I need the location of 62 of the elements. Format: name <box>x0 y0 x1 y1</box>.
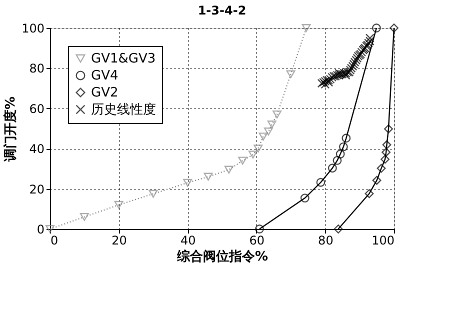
y-tick-label: 60 <box>29 102 44 116</box>
point <box>46 225 54 233</box>
point <box>332 156 342 165</box>
point <box>258 132 268 140</box>
point <box>346 64 356 73</box>
x-tick-label: 80 <box>318 234 334 248</box>
point <box>80 212 89 221</box>
point <box>365 34 374 43</box>
point <box>372 24 381 32</box>
point <box>384 124 393 134</box>
y-axis-title: 调门开度% <box>2 96 19 163</box>
point <box>264 128 273 136</box>
point <box>382 140 392 150</box>
point <box>238 156 248 165</box>
point <box>364 189 374 198</box>
point <box>114 200 124 209</box>
point <box>316 178 326 187</box>
legend-label: GV2 <box>91 86 118 100</box>
point <box>204 172 213 181</box>
point <box>372 176 382 185</box>
y-tick-label: 0 <box>36 222 44 236</box>
legend-label: GV4 <box>91 68 118 84</box>
point <box>336 150 345 158</box>
y-tick-label: 100 <box>22 22 44 36</box>
point <box>183 178 192 187</box>
point <box>365 36 374 46</box>
point <box>267 120 276 128</box>
x-tick-label: 20 <box>112 234 127 248</box>
point <box>286 70 296 78</box>
x-tick-label: 40 <box>180 234 196 248</box>
point <box>338 142 348 152</box>
point <box>254 144 263 153</box>
y-tick-label: 40 <box>29 142 44 156</box>
point <box>342 134 351 143</box>
point <box>348 62 358 71</box>
legend-label: GV1&GV3 <box>91 52 156 66</box>
x-axis-title: 综合阀位指令% <box>176 248 268 264</box>
point <box>390 24 398 32</box>
chart-title: 1-3-4-2 <box>198 4 246 18</box>
point <box>248 150 258 159</box>
point <box>272 110 282 118</box>
y-tick-label: 80 <box>29 62 44 76</box>
legend-label: 历史线性度 <box>91 102 156 118</box>
point <box>349 60 358 69</box>
point <box>352 54 362 63</box>
x-tick-label: 0 <box>50 234 58 248</box>
y-tick-label: 20 <box>29 182 44 196</box>
point <box>357 48 366 57</box>
point <box>224 166 234 174</box>
point <box>380 154 390 164</box>
point <box>334 224 343 234</box>
point <box>255 224 264 234</box>
point <box>382 148 391 157</box>
point <box>300 194 310 203</box>
point <box>302 24 311 32</box>
point <box>148 190 158 198</box>
point <box>352 56 361 65</box>
point <box>376 164 386 173</box>
x-tick-label: 100 <box>372 234 394 248</box>
point <box>350 58 360 67</box>
x-tick-label: 60 <box>249 234 265 248</box>
point <box>328 164 337 173</box>
